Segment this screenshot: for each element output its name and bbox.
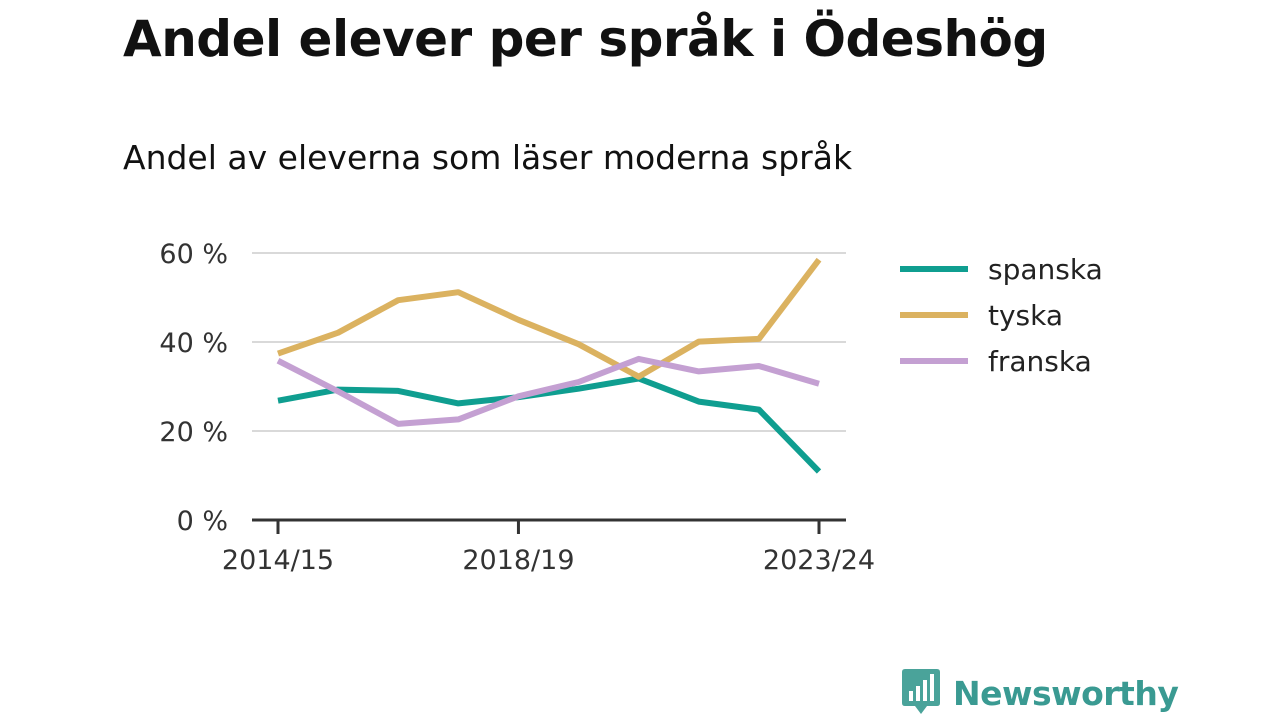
chart-title: Andel elever per språk i Ödeshög [123, 10, 1048, 68]
legend-label-spanska: spanska [988, 253, 1103, 286]
newsworthy-logo: Newsworthy [901, 667, 1179, 719]
legend-label-tyska: tyska [988, 299, 1063, 332]
brand-name: Newsworthy [953, 673, 1179, 713]
y-tick-label: 20 % [159, 417, 228, 448]
legend-label-franska: franska [988, 345, 1092, 378]
newsworthy-bar-chart-icon [901, 667, 941, 719]
y-tick-label: 0 % [177, 506, 228, 537]
x-tick-label: 2014/15 [222, 545, 334, 576]
gridlines [252, 252, 846, 432]
x-tick-label: 2023/24 [763, 545, 875, 576]
y-tick-label: 40 % [159, 328, 228, 359]
line-chart: 0 % 20 % 40 % 60 % 2014/15 2018/19 2023/24 sp… [159, 239, 1103, 576]
chart-subtitle: Andel av eleverna som läser moderna språ… [123, 138, 853, 177]
legend: spanska tyska franska [900, 253, 1103, 378]
y-axis-tick-labels: 0 % 20 % 40 % 60 % [159, 239, 228, 537]
series-lines [276, 257, 822, 474]
series-line-spanska [277, 375, 822, 474]
y-tick-label: 60 % [159, 239, 228, 270]
x-tick-label: 2018/19 [462, 545, 574, 576]
x-axis: 2014/15 2018/19 2023/24 [222, 518, 875, 576]
series-line-franska [276, 355, 820, 427]
series-line-tyska [277, 257, 822, 380]
